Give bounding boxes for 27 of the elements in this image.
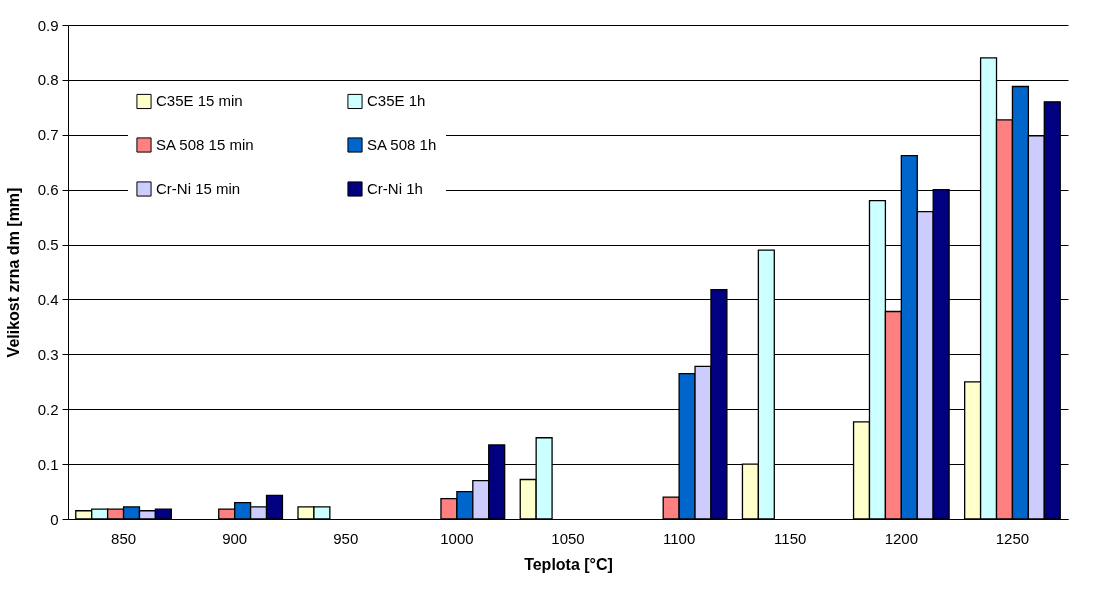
y-axis-title: Velikost zrna dm [mm] — [4, 187, 22, 358]
x-tick-label: 1200 — [884, 529, 919, 547]
y-tick-label: 0.4 — [37, 290, 59, 308]
legend-label: SA 508 1h — [367, 136, 437, 153]
legend-label: Cr-Ni 15 min — [156, 180, 241, 197]
legend-label: SA 508 15 min — [156, 136, 254, 153]
x-tick-label: 1150 — [774, 529, 807, 547]
y-tick-label: 0.9 — [37, 16, 59, 34]
x-axis-title: Teplota [°C] — [524, 555, 613, 573]
legend-label: C35E 15 min — [156, 92, 243, 110]
x-tick-label: 1050 — [551, 529, 585, 547]
y-tick-label: 0.5 — [37, 236, 59, 254]
legend-label: C35E 1h — [367, 92, 426, 110]
y-tick-label: 0.1 — [37, 455, 59, 473]
y-tick-label: 0.8 — [37, 71, 59, 89]
y-tick-label: 0.6 — [37, 181, 59, 199]
x-tick-label: 1000 — [440, 529, 474, 547]
y-tick-label: 0 — [50, 510, 59, 528]
x-tick-label: 950 — [333, 529, 359, 547]
legend-label: Cr-Ni 1h — [367, 180, 423, 197]
y-tick-label: 0.2 — [37, 400, 59, 418]
y-tick-label: 0.7 — [37, 126, 59, 144]
x-tick-label: 1250 — [995, 529, 1030, 547]
x-tick-label: 850 — [111, 529, 137, 547]
x-tick-label: 900 — [222, 529, 248, 547]
y-tick-label: 0.3 — [37, 345, 59, 363]
x-tick-label: 1100 — [662, 529, 696, 547]
